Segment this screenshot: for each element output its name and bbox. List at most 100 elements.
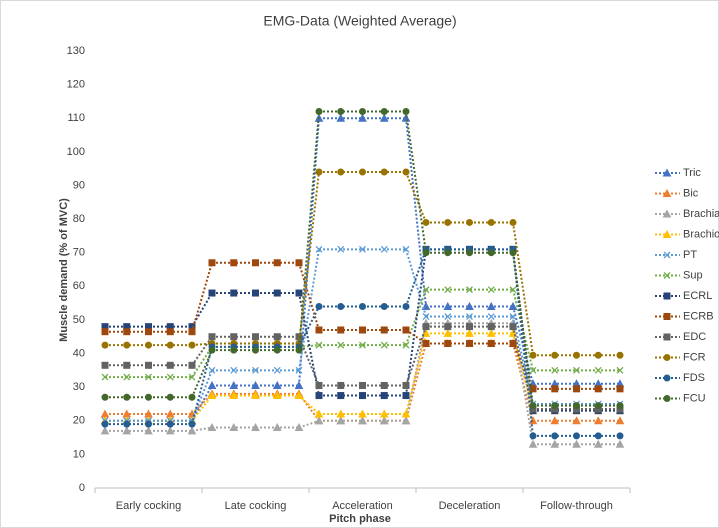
marker: [122, 426, 132, 435]
marker: [273, 346, 281, 354]
marker: [487, 323, 495, 331]
marker: [359, 341, 366, 349]
marker: [402, 245, 410, 253]
x-axis-label: Pitch phase: [329, 513, 391, 525]
series-line: [298, 419, 320, 429]
series-line: [298, 344, 320, 348]
marker: [337, 245, 345, 253]
x-tick-label: Early cocking: [116, 500, 181, 512]
marker: [662, 188, 672, 197]
legend-label: Brachio: [683, 228, 719, 240]
marker: [100, 426, 110, 435]
marker: [251, 380, 260, 389]
marker: [273, 333, 281, 341]
marker: [594, 366, 602, 374]
marker: [272, 380, 282, 389]
marker: [315, 392, 323, 400]
series-line: [191, 346, 213, 425]
marker: [295, 333, 303, 341]
marker: [123, 420, 131, 428]
marker: [402, 326, 410, 334]
marker: [101, 373, 109, 381]
marker: [188, 373, 196, 381]
marker: [165, 426, 175, 435]
marker: [402, 108, 410, 116]
marker: [402, 302, 410, 310]
x-tick-label: Late cocking: [225, 500, 287, 512]
series-line: [405, 323, 427, 421]
marker: [662, 168, 672, 177]
marker: [616, 351, 624, 359]
marker: [402, 168, 410, 176]
marker: [315, 381, 323, 389]
series-line: [298, 306, 320, 348]
marker: [529, 432, 537, 440]
marker: [487, 313, 495, 321]
marker: [380, 381, 388, 389]
marker: [380, 168, 388, 176]
marker: [188, 393, 196, 401]
marker: [444, 339, 452, 347]
legend-label: EDC: [683, 331, 706, 343]
marker: [166, 328, 174, 336]
marker: [295, 346, 303, 354]
marker: [550, 416, 560, 425]
marker: [444, 218, 452, 226]
marker: [145, 328, 152, 336]
marker: [145, 420, 152, 428]
series-line: [191, 349, 213, 398]
series-line: [191, 384, 213, 422]
marker: [187, 426, 197, 435]
y-tick-label: 50: [73, 314, 85, 326]
marker: [166, 420, 174, 428]
marker: [123, 328, 131, 336]
marker: [101, 361, 109, 369]
marker: [337, 168, 345, 176]
chart-title: EMG-Data (Weighted Average): [263, 13, 456, 29]
marker: [616, 402, 624, 410]
marker: [594, 402, 602, 410]
marker: [662, 229, 672, 238]
marker: [550, 439, 560, 448]
marker: [145, 361, 152, 369]
marker: [336, 416, 346, 425]
marker: [359, 392, 366, 400]
marker: [314, 416, 324, 425]
legend-label: Tric: [683, 167, 701, 179]
marker: [272, 422, 282, 431]
marker: [337, 341, 345, 349]
legend-label: Sup: [683, 269, 703, 281]
marker: [294, 391, 304, 400]
marker: [315, 302, 323, 310]
marker: [188, 361, 196, 369]
marker: [509, 323, 517, 331]
marker: [166, 393, 174, 401]
marker: [572, 416, 581, 425]
marker: [573, 402, 580, 410]
marker: [229, 391, 239, 400]
x-tick-label: Follow-through: [540, 500, 613, 512]
marker: [359, 245, 366, 253]
marker: [337, 381, 345, 389]
series-line: [405, 249, 427, 396]
marker: [358, 416, 367, 425]
series-line: [512, 306, 534, 385]
marker: [551, 402, 559, 410]
marker: [230, 346, 238, 354]
marker: [422, 323, 430, 331]
y-tick-label: 30: [73, 381, 85, 393]
marker: [337, 326, 345, 334]
marker: [528, 439, 538, 448]
marker: [294, 380, 304, 389]
marker: [487, 249, 495, 257]
marker: [663, 251, 671, 259]
marker: [465, 301, 474, 310]
marker: [358, 113, 367, 122]
marker: [337, 108, 345, 116]
marker: [336, 113, 346, 122]
marker: [401, 409, 411, 418]
marker: [663, 374, 671, 382]
series-line: [191, 426, 213, 432]
y-tick-label: 0: [79, 482, 85, 494]
marker: [551, 366, 559, 374]
